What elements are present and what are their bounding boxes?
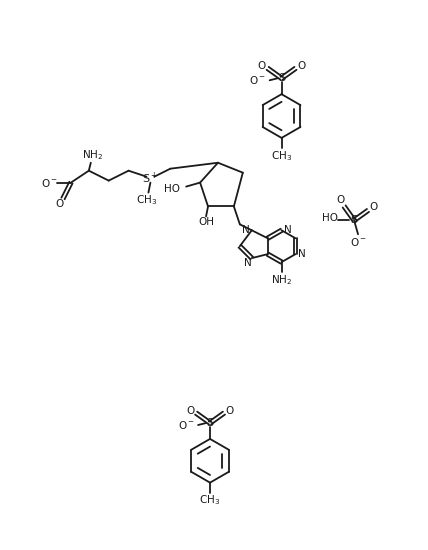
Text: S$^+$: S$^+$	[142, 171, 158, 186]
Text: O$^-$: O$^-$	[178, 419, 195, 431]
Text: S: S	[206, 418, 214, 428]
Text: N: N	[242, 226, 250, 235]
Text: O$^-$: O$^-$	[41, 177, 58, 189]
Text: O: O	[297, 62, 306, 72]
Text: HO: HO	[164, 184, 180, 194]
Text: S: S	[278, 73, 285, 83]
Text: O: O	[55, 200, 63, 210]
Text: O: O	[336, 195, 344, 206]
Text: O: O	[370, 202, 378, 212]
Text: N: N	[244, 258, 252, 268]
Text: CH$_3$: CH$_3$	[271, 149, 292, 163]
Text: O: O	[186, 406, 194, 416]
Text: NH$_2$: NH$_2$	[82, 148, 103, 162]
Text: O: O	[258, 62, 266, 72]
Text: N: N	[284, 226, 291, 235]
Text: O: O	[226, 406, 234, 416]
Text: NH$_2$: NH$_2$	[271, 273, 292, 287]
Text: CH$_3$: CH$_3$	[199, 494, 220, 508]
Text: CH$_3$: CH$_3$	[136, 194, 157, 207]
Text: N: N	[297, 249, 305, 259]
Text: OH: OH	[198, 217, 214, 227]
Text: S: S	[351, 216, 358, 225]
Text: O$^-$: O$^-$	[249, 74, 266, 86]
Text: O$^-$: O$^-$	[350, 236, 366, 248]
Text: HO: HO	[322, 213, 338, 223]
